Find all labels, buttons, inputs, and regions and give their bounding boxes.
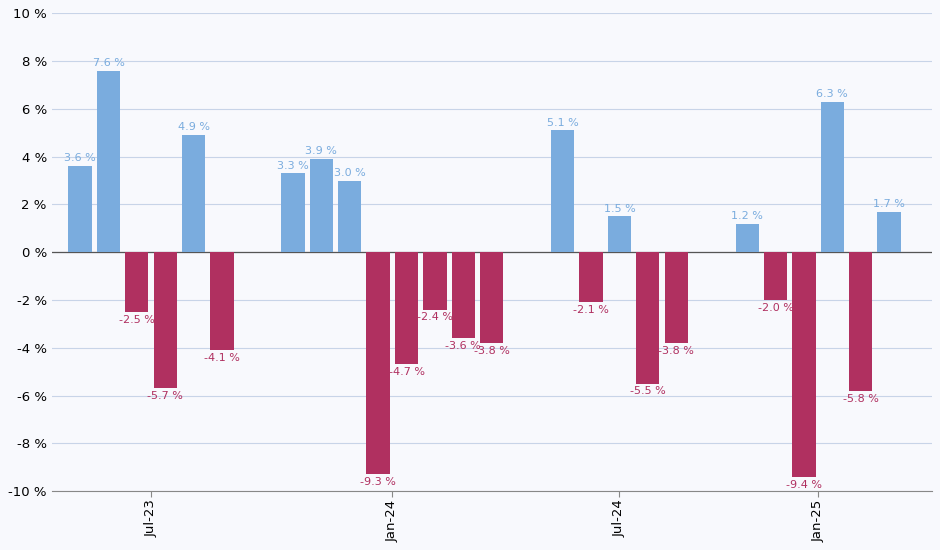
Bar <box>69 166 92 252</box>
Text: -3.8 %: -3.8 % <box>658 346 694 356</box>
Text: -2.1 %: -2.1 % <box>573 305 609 315</box>
Bar <box>153 252 177 388</box>
Bar <box>579 252 603 302</box>
Bar <box>309 159 333 252</box>
Text: -9.4 %: -9.4 % <box>786 480 822 490</box>
Bar <box>182 135 205 252</box>
Bar <box>608 216 631 252</box>
Text: 6.3 %: 6.3 % <box>817 89 848 99</box>
Text: 3.9 %: 3.9 % <box>306 146 337 156</box>
Text: 7.6 %: 7.6 % <box>92 58 124 68</box>
Text: -4.1 %: -4.1 % <box>204 353 240 363</box>
Text: 5.1 %: 5.1 % <box>547 118 578 128</box>
Text: 4.9 %: 4.9 % <box>178 122 210 133</box>
Bar <box>338 180 361 252</box>
Bar <box>451 252 475 338</box>
Bar <box>849 252 872 390</box>
Bar <box>423 252 446 310</box>
Bar <box>821 102 844 252</box>
Text: 1.7 %: 1.7 % <box>873 199 905 209</box>
Text: -2.0 %: -2.0 % <box>758 303 793 313</box>
Bar <box>125 252 149 312</box>
Text: -4.7 %: -4.7 % <box>388 367 425 377</box>
Bar <box>395 252 418 365</box>
Bar <box>551 130 574 252</box>
Bar <box>367 252 390 474</box>
Bar <box>665 252 688 343</box>
Text: 1.5 %: 1.5 % <box>603 204 635 213</box>
Text: -9.3 %: -9.3 % <box>360 477 396 487</box>
Text: 1.2 %: 1.2 % <box>731 211 763 221</box>
Bar <box>211 252 234 350</box>
Text: 3.6 %: 3.6 % <box>64 153 96 163</box>
Bar <box>764 252 787 300</box>
Bar <box>792 252 816 477</box>
Bar <box>97 70 120 252</box>
Text: -5.7 %: -5.7 % <box>148 391 183 401</box>
Bar <box>877 212 901 252</box>
Text: -3.8 %: -3.8 % <box>474 346 509 356</box>
Text: -5.5 %: -5.5 % <box>630 387 666 397</box>
Text: -5.8 %: -5.8 % <box>843 394 879 404</box>
Text: -2.5 %: -2.5 % <box>119 315 155 325</box>
Bar <box>735 223 759 252</box>
Text: -3.6 %: -3.6 % <box>446 341 481 351</box>
Text: 3.0 %: 3.0 % <box>334 168 366 178</box>
Text: 3.3 %: 3.3 % <box>277 161 309 170</box>
Bar <box>480 252 503 343</box>
Text: -2.4 %: -2.4 % <box>417 312 453 322</box>
Bar <box>281 173 305 252</box>
Bar <box>636 252 660 383</box>
